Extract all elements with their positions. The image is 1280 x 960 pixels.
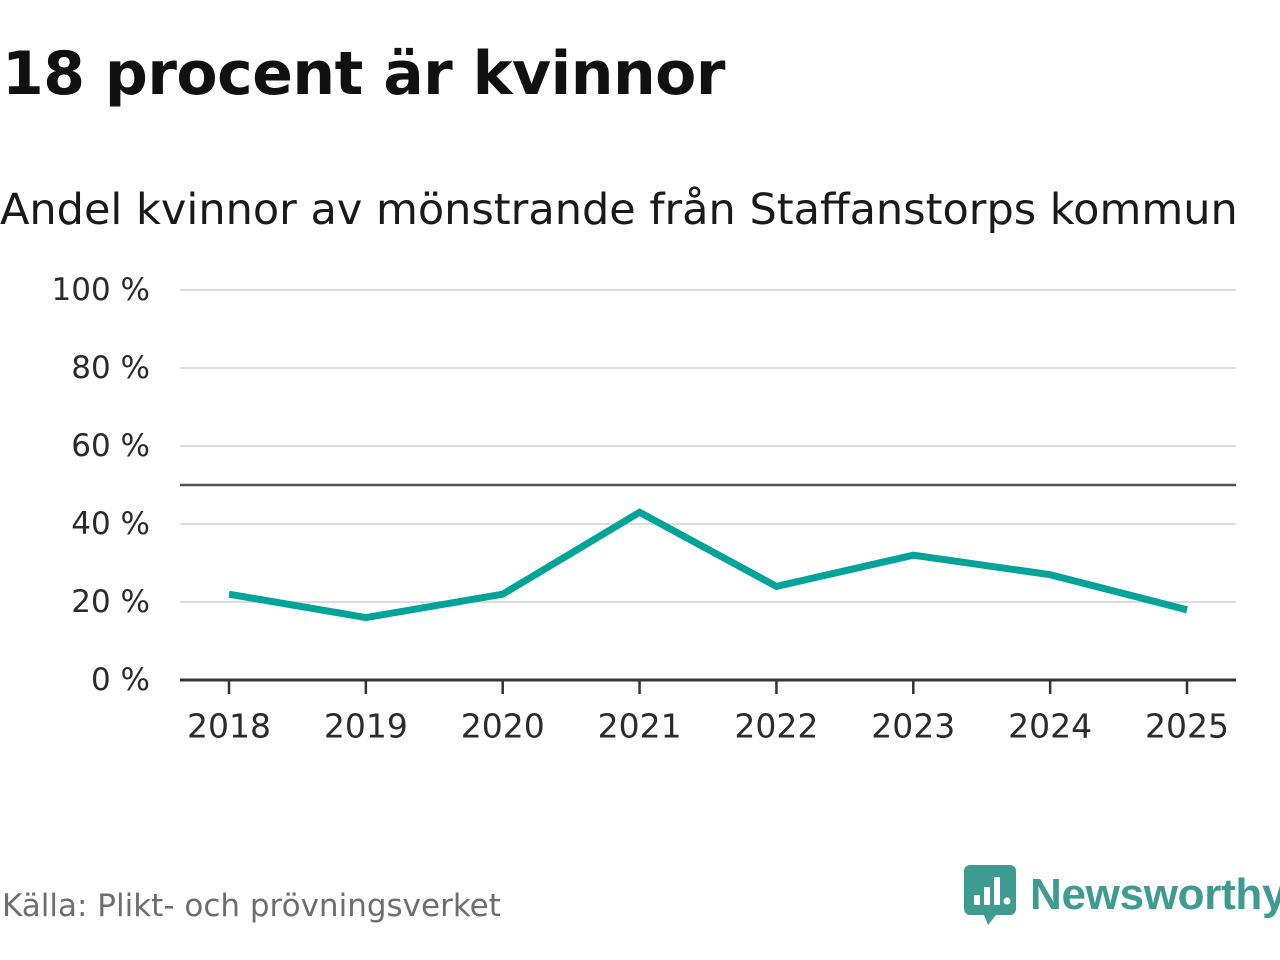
y-tick-label: 100 %: [52, 272, 150, 308]
x-tick-label: 2025: [1145, 707, 1229, 746]
x-tick-label: 2021: [598, 707, 682, 746]
series-line: [228, 508, 1188, 622]
newsworthy-logo-icon: [964, 865, 1016, 925]
brand-logo[interactable]: Newsworthy: [964, 864, 1280, 926]
x-tick-label: 2022: [734, 707, 818, 746]
source-note: Källa: Plikt- och prövningsverket: [2, 888, 501, 924]
x-tick-label: 2020: [461, 707, 545, 746]
y-tick-label: 0 %: [91, 662, 150, 698]
gridlines: [180, 289, 1236, 603]
y-tick-label: 40 %: [71, 506, 150, 542]
x-tick-label: 2018: [187, 707, 271, 746]
series-layer: [228, 508, 1188, 622]
x-tick-label: 2023: [871, 707, 955, 746]
x-axis-labels: 2018 2019 2020 2021 2022 2023 2024 2025: [187, 707, 1229, 746]
x-axis: [180, 678, 1236, 694]
x-tick-label: 2024: [1008, 707, 1092, 746]
y-tick-label: 20 %: [71, 584, 150, 620]
y-tick-label: 80 %: [71, 350, 150, 386]
y-axis-labels: 0 % 20 % 40 % 60 % 80 % 100 %: [52, 272, 150, 698]
brand-name: Newsworthy: [1030, 870, 1280, 919]
chart-subtitle: Andel kvinnor av mönstrande från Staffan…: [0, 185, 1238, 235]
y-tick-label: 60 %: [71, 428, 150, 464]
chart-title: 18 procent är kvinnor: [2, 39, 725, 109]
x-tick-label: 2019: [324, 707, 408, 746]
